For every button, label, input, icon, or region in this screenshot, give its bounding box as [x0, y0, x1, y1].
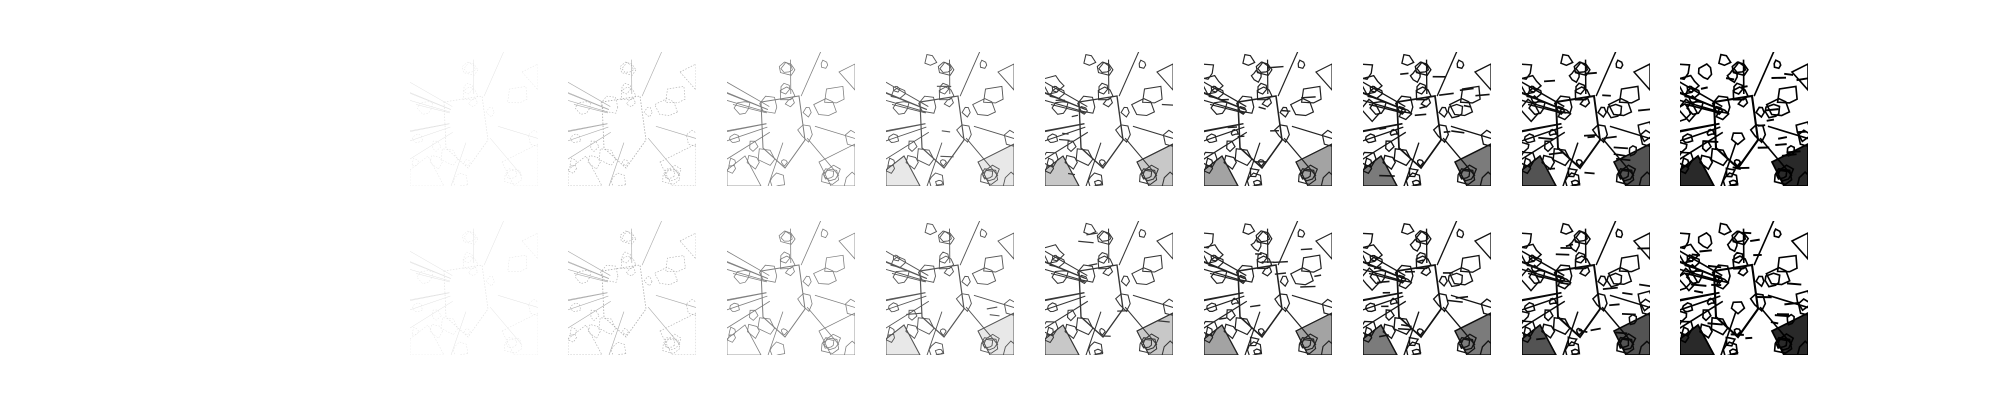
sketch-drawing: [1680, 52, 1808, 186]
sketch-drawing: [727, 221, 855, 355]
sketch-drawing: [1363, 52, 1491, 186]
sketch-panel-r1-c3: [727, 52, 855, 186]
sketch-panel-r2-c1: [410, 221, 538, 355]
sketch-panel-r1-c2: [568, 52, 696, 186]
sketch-panel-r2-c2: [568, 221, 696, 355]
sketch-drawing: [1204, 52, 1332, 186]
sketch-panel-r2-c7: [1363, 221, 1491, 355]
sketch-drawing: [568, 52, 696, 186]
sketch-panel-r1-c9: [1680, 52, 1808, 186]
sketch-panel-r2-c3: [727, 221, 855, 355]
sketch-drawing: [410, 221, 538, 355]
sketch-panel-r1-c7: [1363, 52, 1491, 186]
sketch-panel-r1-c5: [1045, 52, 1173, 186]
sketch-panel-r2-c5: [1045, 221, 1173, 355]
sketch-drawing: [1204, 221, 1332, 355]
sketch-panel-r2-c8: [1522, 221, 1650, 355]
sketch-panel-r2-c9: [1680, 221, 1808, 355]
sketch-drawing: [1363, 221, 1491, 355]
sketch-panel-r2-c6: [1204, 221, 1332, 355]
sketch-drawing: [1045, 52, 1173, 186]
sketch-drawing: [410, 52, 538, 186]
sketch-drawing: [727, 52, 855, 186]
sketch-panel-r1-c4: [886, 52, 1014, 186]
sketch-drawing: [1522, 221, 1650, 355]
sketch-drawing: [1045, 221, 1173, 355]
sketch-drawing: [568, 221, 696, 355]
sketch-drawing: [1680, 221, 1808, 355]
sketch-drawing: [886, 52, 1014, 186]
sketch-panel-r1-c1: [410, 52, 538, 186]
sketch-drawing: [1522, 52, 1650, 186]
sketch-drawing: [886, 221, 1014, 355]
sketch-panel-r1-c6: [1204, 52, 1332, 186]
sketch-panel-r1-c8: [1522, 52, 1650, 186]
sketch-panel-r2-c4: [886, 221, 1014, 355]
